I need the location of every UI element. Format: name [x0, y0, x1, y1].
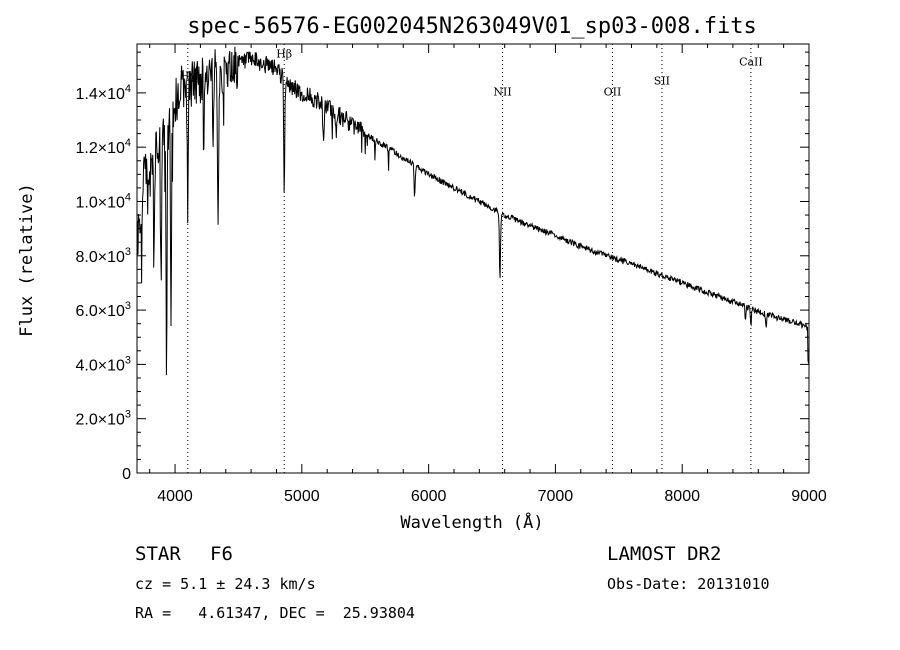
y-tick-mantissa: 1.0×10 [75, 194, 124, 211]
y-tick-exponent: 4 [125, 83, 131, 95]
chart-title: spec-56576-EG002045N263049V01_sp03-008.f… [187, 14, 757, 39]
y-tick-mantissa: 8.0×10 [75, 249, 124, 266]
y-tick-label: 1.4×104 [75, 83, 131, 103]
y-tick-exponent: 3 [125, 409, 131, 421]
x-tick-label: 5000 [284, 488, 320, 505]
plot-frame [136, 43, 810, 474]
y-tick-mantissa: 6.0×10 [75, 303, 124, 320]
y-tick-mantissa: 4.0×10 [75, 357, 124, 374]
y-tick-label: 0 [122, 466, 131, 483]
y-tick-exponent: 3 [125, 354, 131, 366]
y-tick-mantissa: 0 [122, 466, 131, 483]
x-tick-label: 8000 [664, 488, 700, 505]
spectrum-series [136, 46, 810, 376]
observation-date: Obs-Date: 20131010 [607, 575, 770, 593]
y-tick-label: 6.0×103 [75, 300, 131, 320]
line-marker-label: Hβ [276, 48, 292, 61]
object-class: STAR [135, 543, 181, 565]
y-tick-label: 2.0×103 [75, 409, 131, 429]
axis-ticks: 4000 5000 6000 7000 8000 900002.0×1034.0×1036… [75, 44, 827, 505]
redshift-readout: cz = 5.1 ± 24.3 km/s [135, 575, 316, 593]
y-tick-label: 4.0×103 [75, 354, 131, 374]
y-tick-exponent: 3 [125, 246, 131, 258]
line-marker-label: CaII [739, 56, 763, 69]
x-axis-label: Wavelength (Å) [400, 511, 543, 533]
y-tick-mantissa: 1.4×10 [75, 86, 124, 103]
coordinates-readout: RA = 4.61347, DEC = 25.93804 [135, 604, 415, 622]
y-tick-label: 1.0×104 [75, 191, 131, 211]
y-tick-label: 1.2×104 [75, 137, 131, 157]
x-tick-label: 7000 [538, 488, 574, 505]
y-tick-mantissa: 2.0×10 [75, 412, 124, 429]
object-subclass: F6 [210, 543, 233, 565]
y-axis-label: Flux (relative) [17, 183, 37, 337]
survey-name: LAMOST DR2 [607, 543, 722, 565]
y-tick-exponent: 4 [125, 191, 131, 203]
y-tick-exponent: 4 [125, 137, 131, 149]
line-marker-label: NII [493, 86, 511, 99]
x-tick-label: 4000 [157, 488, 193, 505]
x-tick-label: 6000 [411, 488, 447, 505]
x-tick-label: 9000 [791, 488, 827, 505]
y-tick-exponent: 3 [125, 300, 131, 312]
line-marker-label: OII [604, 86, 622, 99]
y-tick-label: 8.0×103 [75, 246, 131, 266]
line-marker-label: SII [654, 75, 670, 88]
y-tick-mantissa: 1.2×10 [75, 140, 124, 157]
